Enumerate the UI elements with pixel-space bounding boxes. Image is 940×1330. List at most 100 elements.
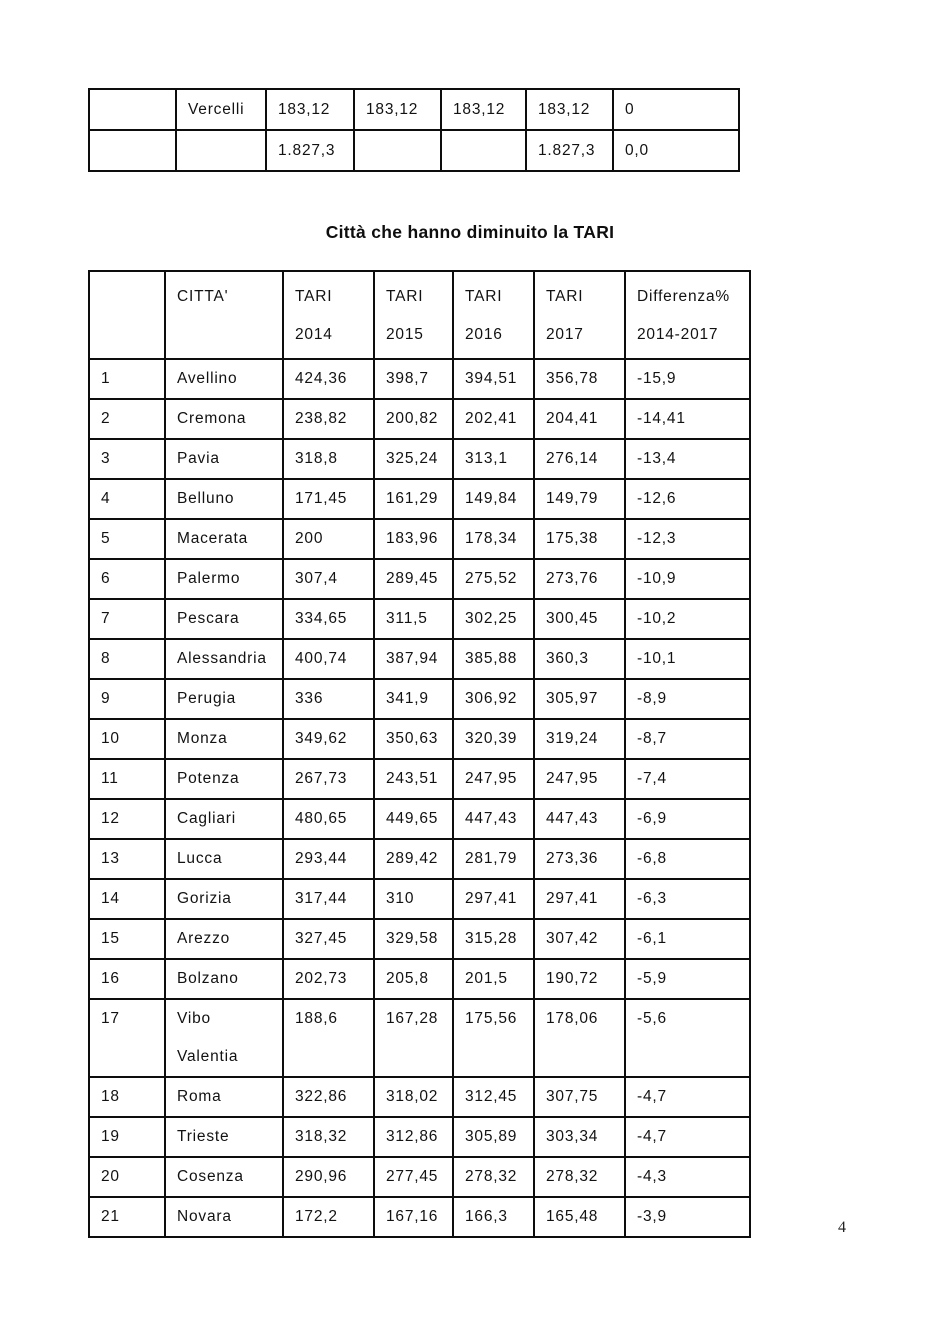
table-cell: -5,9 [624, 958, 751, 1000]
table-cell: Trieste [164, 1116, 284, 1158]
table-cell: -8,7 [624, 718, 751, 760]
table-cell: -12,6 [624, 478, 751, 520]
table-cell: Gorizia [164, 878, 284, 920]
table-cell: Cremona [164, 398, 284, 440]
table-cell: 277,45 [373, 1156, 454, 1198]
table-row: 20 Cosenza 290,96 277,45 278,32 278,32 -4,3 [88, 1156, 751, 1198]
table-cell: 178,34 [452, 518, 535, 560]
table-cell: 293,44 [282, 838, 375, 880]
table-cell: Monza [164, 718, 284, 760]
table-cell: TARI 2016 [452, 270, 535, 360]
table-cell: -15,9 [624, 358, 751, 400]
table-cell: 387,94 [373, 638, 454, 680]
table-cell: 200,82 [373, 398, 454, 440]
table-cell: 320,39 [452, 718, 535, 760]
table-cell: -8,9 [624, 678, 751, 720]
table-row: 4 Belluno 171,45 161,29 149,84 149,79 -12,6 [88, 478, 751, 520]
table-cell: 305,89 [452, 1116, 535, 1158]
table-cell: 183,96 [373, 518, 454, 560]
table-header: CITTA' TARI 2014 TARI 2015 TARI 2016 TARI 2017 Di… [88, 270, 751, 360]
table-cell: 400,74 [282, 638, 375, 680]
table-cell: -7,4 [624, 758, 751, 800]
table-cell [175, 129, 267, 172]
table-cell: 318,02 [373, 1076, 454, 1118]
table-cell: -5,6 [624, 998, 751, 1078]
table-cell: 290,96 [282, 1156, 375, 1198]
table-cell: 9 [88, 678, 166, 720]
table-row: 5 Macerata 200 183,96 178,34 175,38 -12,3 [88, 518, 751, 560]
table-cell: 204,41 [533, 398, 626, 440]
table-cell: 4 [88, 478, 166, 520]
table-cell: 20 [88, 1156, 166, 1198]
table-cell: 167,28 [373, 998, 454, 1078]
table-cell [88, 88, 177, 131]
table-cell: 334,65 [282, 598, 375, 640]
table-body: 1 Avellino 424,36 398,7 394,51 356,78 -15,9 2 Cr… [88, 358, 751, 1238]
vercelli-summary-table: Vercelli 183,12 183,12 183,12 183,12 0 1.827,3… [88, 88, 740, 172]
table-cell: -10,1 [624, 638, 751, 680]
table-cell: 315,28 [452, 918, 535, 960]
table-row: 13 Lucca 293,44 289,42 281,79 273,36 -6,8 [88, 838, 751, 880]
table-cell: 190,72 [533, 958, 626, 1000]
table-cell: 175,56 [452, 998, 535, 1078]
table-cell: 313,1 [452, 438, 535, 480]
table-cell: 13 [88, 838, 166, 880]
table-cell: 349,62 [282, 718, 375, 760]
table-cell: 165,48 [533, 1196, 626, 1238]
table-cell: 305,97 [533, 678, 626, 720]
table-cell: 356,78 [533, 358, 626, 400]
table-row: Vercelli 183,12 183,12 183,12 183,12 0 [88, 88, 740, 131]
table-cell: Lucca [164, 838, 284, 880]
table-row: 15 Arezzo 327,45 329,58 315,28 307,42 -6,1 [88, 918, 751, 960]
table-cell: -14,41 [624, 398, 751, 440]
table-cell: 312,86 [373, 1116, 454, 1158]
table-cell: 1.827,3 [525, 129, 614, 172]
table-cell: 307,4 [282, 558, 375, 600]
table-cell: 341,9 [373, 678, 454, 720]
table-cell: 278,32 [452, 1156, 535, 1198]
table-cell: 311,5 [373, 598, 454, 640]
table-cell: Cosenza [164, 1156, 284, 1198]
table-cell: 167,16 [373, 1196, 454, 1238]
table-cell: 360,3 [533, 638, 626, 680]
table-cell: 11 [88, 758, 166, 800]
table-cell: 1 [88, 358, 166, 400]
table-cell: 0 [612, 88, 740, 131]
table-cell: Cagliari [164, 798, 284, 840]
table-cell: 183,12 [353, 88, 442, 131]
table-cell: 183,12 [440, 88, 527, 131]
table-cell: TARI 2015 [373, 270, 454, 360]
table-cell: 307,42 [533, 918, 626, 960]
table-cell: Differenza% 2014-2017 [624, 270, 751, 360]
table-row: 1 Avellino 424,36 398,7 394,51 356,78 -15,9 [88, 358, 751, 400]
table-cell: 6 [88, 558, 166, 600]
table-cell: 161,29 [373, 478, 454, 520]
table-cell: 325,24 [373, 438, 454, 480]
table-cell: 317,44 [282, 878, 375, 920]
table-cell: -12,3 [624, 518, 751, 560]
table-cell: 398,7 [373, 358, 454, 400]
table-row: 6 Palermo 307,4 289,45 275,52 273,76 -10,9 [88, 558, 751, 600]
table-cell [88, 270, 166, 360]
table-cell: Vibo Valentia [164, 998, 284, 1078]
table-cell: 300,45 [533, 598, 626, 640]
table-cell: 327,45 [282, 918, 375, 960]
table-cell: Pavia [164, 438, 284, 480]
table-cell: 275,52 [452, 558, 535, 600]
tari-decrease-table: CITTA' TARI 2014 TARI 2015 TARI 2016 TARI 2017 Di… [88, 270, 751, 1238]
table-cell: 201,5 [452, 958, 535, 1000]
table-row: 11 Potenza 267,73 243,51 247,95 247,95 -7,4 [88, 758, 751, 800]
table-cell: -13,4 [624, 438, 751, 480]
table-row: 9 Perugia 336 341,9 306,92 305,97 -8,9 [88, 678, 751, 720]
table-cell: 318,8 [282, 438, 375, 480]
table-cell: 149,79 [533, 478, 626, 520]
table-cell: 2 [88, 398, 166, 440]
table-cell: -4,7 [624, 1076, 751, 1118]
table-cell: 312,45 [452, 1076, 535, 1118]
table-cell: 447,43 [452, 798, 535, 840]
table-cell: -3,9 [624, 1196, 751, 1238]
table-cell: 281,79 [452, 838, 535, 880]
table-cell: 7 [88, 598, 166, 640]
table-cell: Vercelli [175, 88, 267, 131]
